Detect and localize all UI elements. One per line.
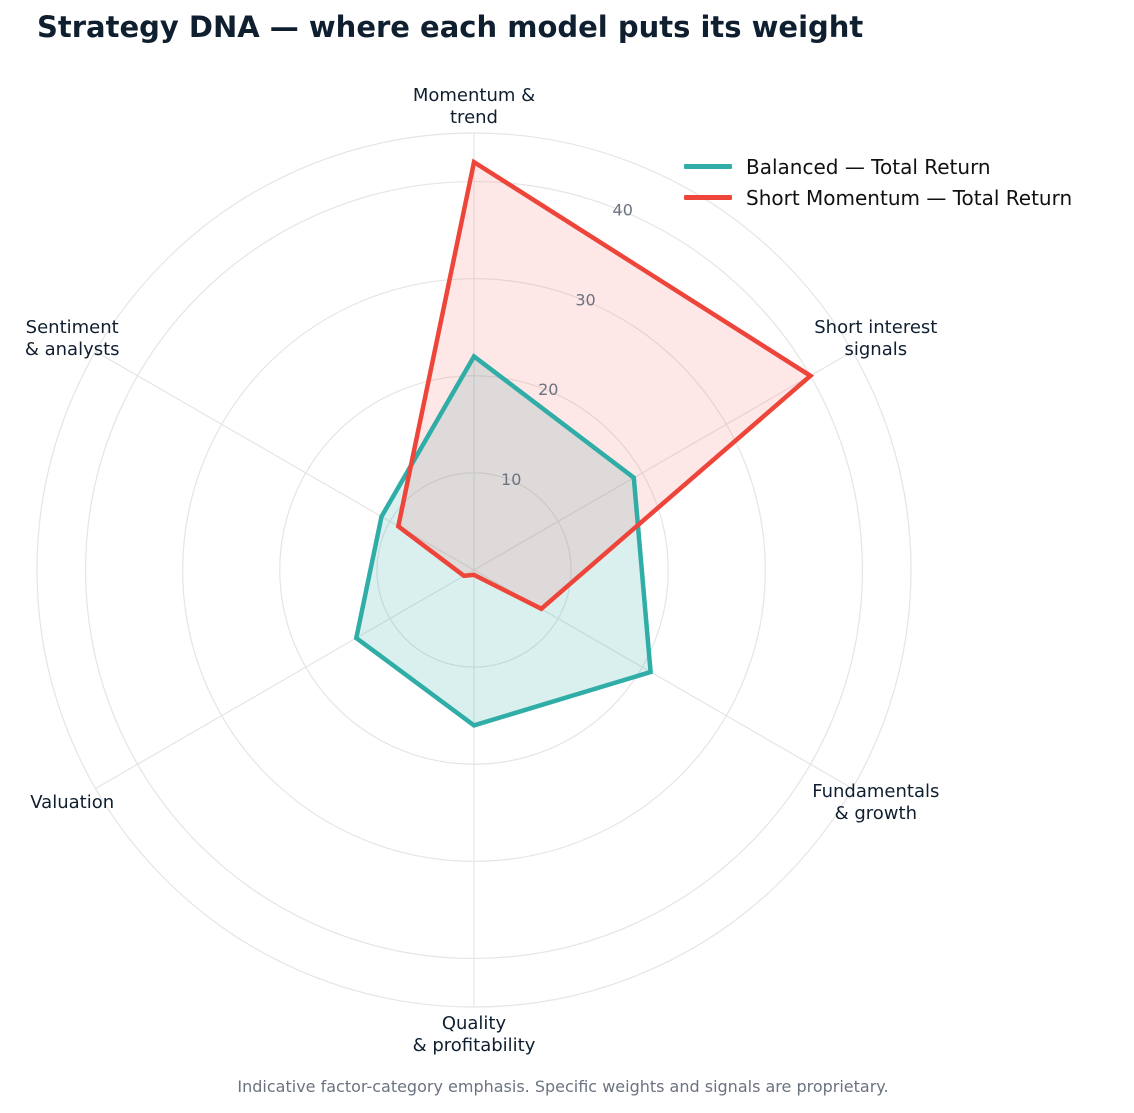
legend-label: Balanced — Total Return	[746, 154, 991, 179]
series-line-balanced-total-return	[353, 353, 653, 728]
legend-item-balanced-total-return: Balanced — Total Return	[684, 151, 1072, 182]
chart-title: Strategy DNA — where each model puts its…	[37, 10, 864, 44]
radar-chart: 10 20 30 40 Momentum & trend Short interest si…	[25, 85, 940, 1056]
spoke-short-interest-signals	[473, 350, 853, 571]
legend-swatch	[684, 164, 732, 169]
axis-label-fundamentals-growth: Fundamentals & growth	[812, 781, 939, 824]
series-fill-balanced-total-return	[356, 356, 651, 726]
series-line-short-momentum-total-return	[395, 158, 815, 612]
spoke-valuation	[95, 569, 475, 790]
axis-label-momentum-trend: Momentum & trend	[413, 85, 535, 128]
radar-grid	[36, 132, 912, 1008]
radial-tick-label: 40	[613, 201, 633, 220]
legend-swatch	[684, 195, 732, 200]
axis-label-quality-profitability: Quality & profitability	[413, 1013, 536, 1056]
axis-label-sentiment-analysts: Sentiment & analysts	[25, 317, 120, 360]
axis-label-short-interest-signals: Short interest signals	[814, 317, 937, 360]
axis-label-valuation: Valuation	[30, 792, 114, 813]
series-fill-short-momentum-total-return	[398, 162, 811, 609]
footnote: Indicative factor-category emphasis. Spe…	[237, 1077, 889, 1096]
legend: Balanced — Total Return Short Momentum — …	[684, 151, 1072, 213]
axis-labels: Momentum & trend Short interest signals Fund…	[25, 85, 940, 1056]
radial-tick-labels: 10 20 30 40	[501, 201, 633, 489]
legend-item-short-momentum-total-return: Short Momentum — Total Return	[684, 182, 1072, 213]
radial-tick-label: 30	[575, 290, 595, 309]
radar-series	[353, 158, 815, 728]
legend-label: Short Momentum — Total Return	[746, 185, 1073, 210]
radial-tick-label: 10	[501, 470, 521, 489]
radial-tick-label: 20	[538, 380, 558, 399]
